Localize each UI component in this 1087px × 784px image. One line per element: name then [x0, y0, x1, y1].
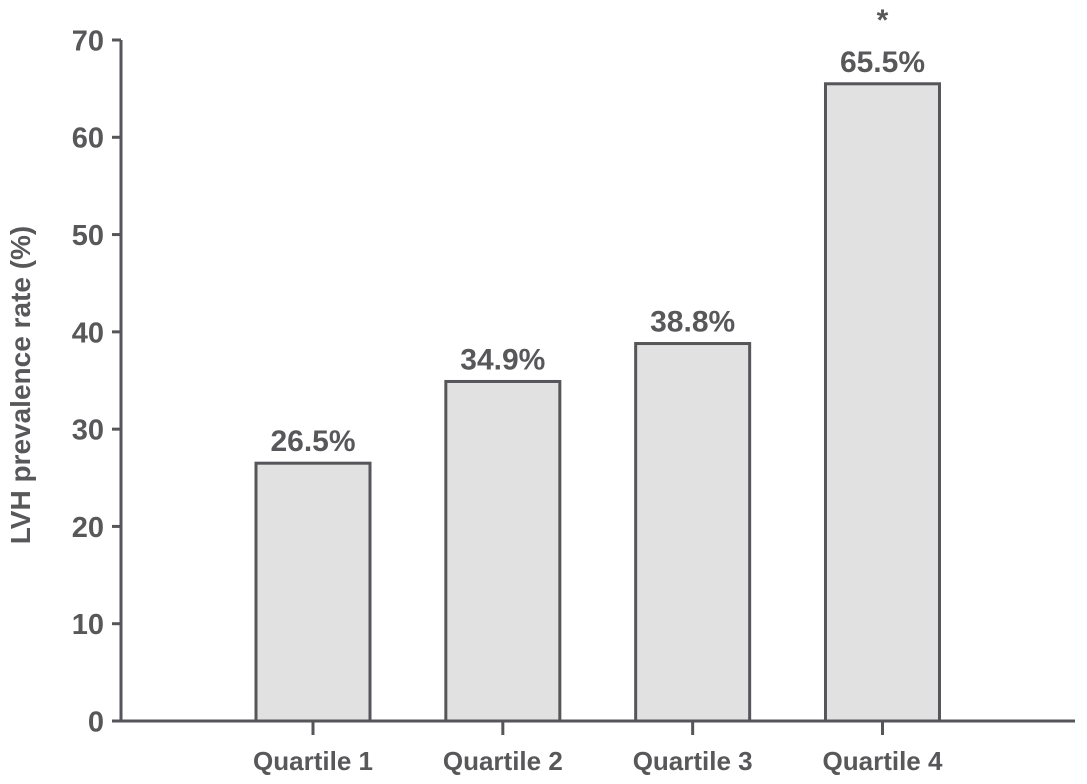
y-axis-tick-label: 20 [72, 512, 104, 544]
significance-asterisk: * [877, 4, 889, 37]
bar-value-label: 65.5% [840, 46, 925, 79]
y-axis-tick-label: 30 [72, 415, 104, 447]
bar-value-label: 34.9% [460, 343, 545, 376]
y-axis-tick-label: 60 [72, 123, 104, 155]
y-axis-tick-label: 50 [72, 220, 104, 252]
bar-2 [444, 379, 562, 723]
bar-1 [254, 461, 372, 723]
bar-value-label: 38.8% [650, 306, 735, 339]
bar-4 [823, 82, 941, 723]
bar-value-label: 26.5% [270, 425, 355, 458]
y-axis-title: LVH prevalence rate (%) [5, 226, 36, 545]
y-axis-tick-label: 10 [72, 609, 104, 641]
x-axis-tick-label: Quartile 3 [633, 746, 753, 776]
x-axis-tick-label: Quartile 2 [443, 746, 563, 776]
y-axis-tick-label: 0 [88, 706, 104, 738]
x-axis-tick-label: Quartile 4 [823, 746, 943, 776]
y-axis-tick-label: 40 [72, 317, 104, 349]
y-axis-tick-label: 70 [72, 25, 104, 57]
bar-3 [634, 342, 752, 723]
x-axis-tick-label: Quartile 1 [253, 746, 373, 776]
